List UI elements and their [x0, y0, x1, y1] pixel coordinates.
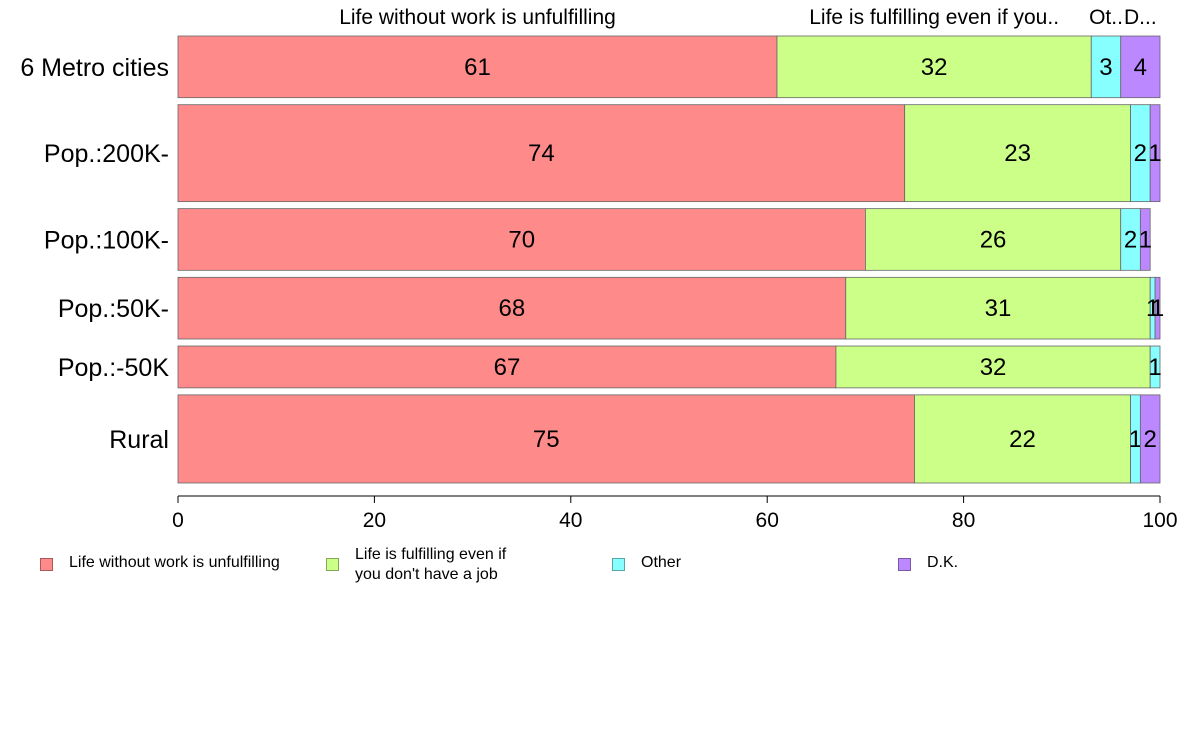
data-label: 74 [528, 140, 555, 167]
bar-segment [1154, 276, 1161, 340]
legend-item-other: Other [612, 545, 681, 573]
category-label: Pop.:200K- [44, 140, 169, 168]
legend-label: Life is fulfilling even if you don't hav… [355, 546, 507, 583]
data-label: 61 [464, 54, 491, 81]
x-tick-label: 60 [756, 509, 779, 532]
legend-swatch [326, 558, 339, 571]
bar-segment [865, 208, 1122, 271]
legend: Life without work is unfulfilling Life i… [0, 545, 1188, 595]
data-label: 2 [1144, 426, 1157, 453]
bar-segment [1139, 208, 1151, 271]
bar-segment [1149, 345, 1161, 389]
bar-segment [177, 104, 906, 203]
data-label: 1 [1148, 140, 1161, 167]
bar-segment [1090, 35, 1122, 99]
category-label: Pop.:-50K [58, 354, 170, 382]
bar-segment [1149, 104, 1161, 203]
data-label: 23 [1004, 140, 1031, 167]
legend-item-unfulfilling: Life without work is unfulfilling [40, 545, 280, 573]
data-label: 32 [980, 354, 1007, 381]
legend-label: Life without work is unfulfilling [69, 554, 280, 571]
legend-item-fulfilling: Life is fulfilling even if you don't hav… [326, 545, 506, 585]
bar-segment [914, 394, 1131, 484]
top-segment-label: Life without work is unfulfilling [339, 6, 616, 29]
data-label: 1 [1129, 426, 1142, 453]
bar-segment [177, 35, 778, 99]
bar-segment [177, 276, 847, 340]
legend-swatch [40, 558, 53, 571]
bar-segment [177, 394, 915, 484]
x-tick-label: 40 [559, 509, 582, 532]
data-label: 2 [1124, 226, 1137, 253]
data-label: 1 [1148, 354, 1161, 381]
bar-segment [1120, 35, 1161, 99]
legend-swatch [898, 558, 911, 571]
bar-segment [177, 345, 837, 389]
bar-segment [177, 208, 866, 271]
x-tick-label: 20 [363, 509, 386, 532]
legend-swatch [612, 558, 625, 571]
data-label: 4 [1134, 54, 1147, 81]
data-label: 31 [985, 295, 1012, 322]
data-label: 1 [1151, 295, 1164, 322]
bar-segment [776, 35, 1092, 99]
x-tick-label: 80 [952, 509, 975, 532]
data-label: 22 [1009, 426, 1036, 453]
data-label: 68 [499, 295, 526, 322]
x-tick-label: 100 [1142, 509, 1177, 532]
top-segment-label: D... [1124, 6, 1157, 29]
data-label: 2 [1134, 140, 1147, 167]
legend-label: Other [641, 554, 682, 571]
data-label: 3 [1099, 54, 1112, 81]
bar-segment [904, 104, 1131, 203]
top-segment-label: Ot.. [1089, 6, 1123, 29]
bar-segment [835, 345, 1151, 389]
x-tick-label: 0 [172, 509, 184, 532]
data-label: 67 [494, 354, 521, 381]
category-label: 6 Metro cities [20, 54, 169, 82]
legend-label: D.K. [927, 554, 959, 571]
data-label: 70 [508, 226, 535, 253]
data-label: 1 [1139, 226, 1152, 253]
category-label: Pop.:50K- [58, 295, 169, 323]
data-label: 32 [921, 54, 948, 81]
bar-segment [1139, 394, 1161, 484]
top-segment-label: Life is fulfilling even if you.. [809, 6, 1059, 29]
category-label: Pop.:100K- [44, 226, 169, 254]
data-label: 26 [980, 226, 1007, 253]
bar-segment [845, 276, 1151, 340]
category-label: Rural [109, 426, 169, 454]
data-label: 75 [533, 426, 560, 453]
legend-item-dk: D.K. [898, 545, 958, 573]
